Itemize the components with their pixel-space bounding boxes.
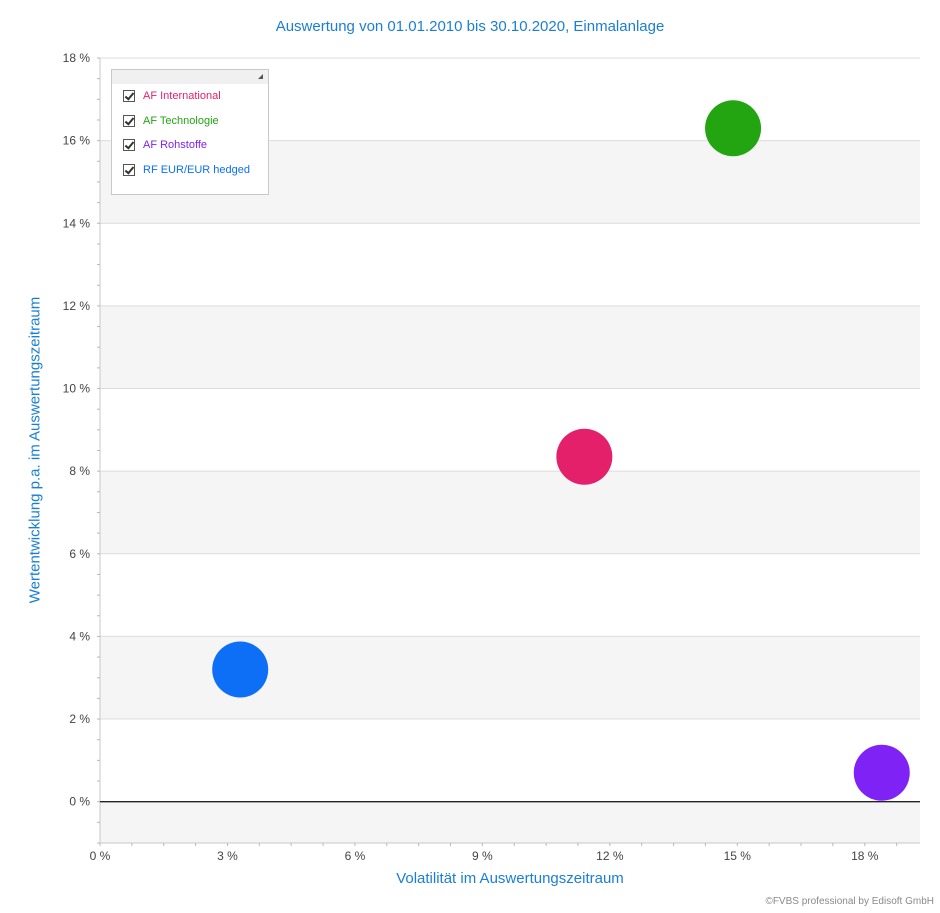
x-axis-label: Volatilität im Auswertungszeitraum [396,870,624,887]
x-tick-label: 0 % [90,849,111,863]
y-tick-label: 14 % [63,216,91,230]
legend-item-af-rohstoffe[interactable]: AF Rohstoffe [112,133,268,158]
legend-label: AF International [143,90,221,103]
y-tick-label: 2 % [69,712,90,726]
y-axis-label: Wertentwicklung p.a. im Auswertungszeitr… [26,296,44,604]
y-tick-label: 0 % [69,795,90,809]
band [100,471,920,554]
legend-item-rf-eur-eur-hedged[interactable]: RF EUR/EUR hedged [112,158,268,183]
legend-label: AF Technologie [143,114,219,127]
band [100,305,920,389]
x-tick-label: 15 % [724,849,752,863]
legend-item-af-technologie[interactable]: AF Technologie [112,109,268,134]
point-af-international [556,428,613,485]
legend-checkbox[interactable] [123,139,135,152]
legend-checkbox[interactable] [123,163,135,176]
point-af-technologie [705,100,762,157]
resize-grip-icon[interactable] [258,74,263,79]
legend-label: AF Rohstoffe [143,139,207,152]
x-tick-label: 6 % [345,849,366,863]
band-below-zero [100,801,920,843]
y-tick-label: 16 % [63,134,91,148]
point-rf-eur-eur-hedged [212,641,269,698]
legend-checkbox[interactable] [123,90,135,103]
y-tick-label: 6 % [69,547,90,561]
legend-item-af-international[interactable]: AF International [112,84,268,109]
x-tick-label: 18 % [851,849,879,863]
legend: AF International AF Technologie AF Rohstof… [111,69,269,195]
chart-title: Auswertung von 01.01.2010 bis 30.10.2020… [275,18,665,35]
legend-checkbox[interactable] [123,114,135,127]
y-tick-label: 18 % [63,51,91,65]
legend-label: RF EUR/EUR hedged [143,163,250,176]
x-tick-label: 3 % [217,849,238,863]
legend-header[interactable] [112,70,268,84]
y-tick-label: 8 % [69,464,90,478]
point-af-rohstoffe [853,744,910,801]
y-tick-label: 10 % [63,382,91,396]
y-tick-label: 12 % [63,299,91,313]
x-tick-label: 12 % [596,849,624,863]
y-tick-label: 4 % [69,629,90,643]
copyright-text: ©FVBS professional by Edisoft GmbH [765,896,934,907]
x-tick-label: 9 % [472,849,493,863]
